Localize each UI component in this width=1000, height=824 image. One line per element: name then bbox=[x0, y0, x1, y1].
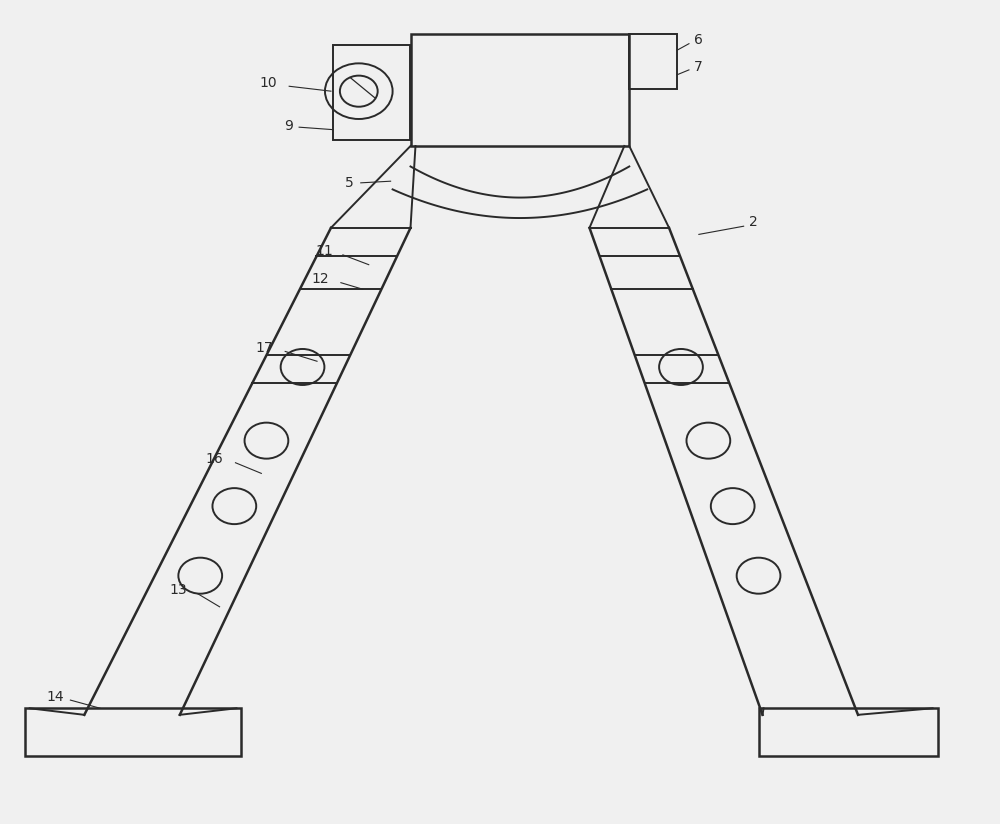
Text: 6: 6 bbox=[694, 34, 703, 48]
Bar bbox=[629, 34, 677, 89]
Text: 10: 10 bbox=[260, 76, 277, 90]
Text: 7: 7 bbox=[694, 59, 703, 73]
Text: 11: 11 bbox=[315, 244, 333, 258]
Text: 13: 13 bbox=[169, 583, 187, 597]
Text: 17: 17 bbox=[256, 341, 273, 355]
Text: 16: 16 bbox=[206, 452, 224, 466]
Bar bbox=[25, 709, 241, 756]
Bar bbox=[411, 34, 629, 146]
Bar bbox=[333, 45, 410, 140]
Text: 14: 14 bbox=[47, 690, 64, 704]
Bar bbox=[759, 709, 938, 756]
Text: 2: 2 bbox=[749, 215, 757, 229]
Text: 9: 9 bbox=[284, 119, 293, 133]
Text: 12: 12 bbox=[311, 273, 329, 287]
Text: 5: 5 bbox=[345, 176, 354, 190]
